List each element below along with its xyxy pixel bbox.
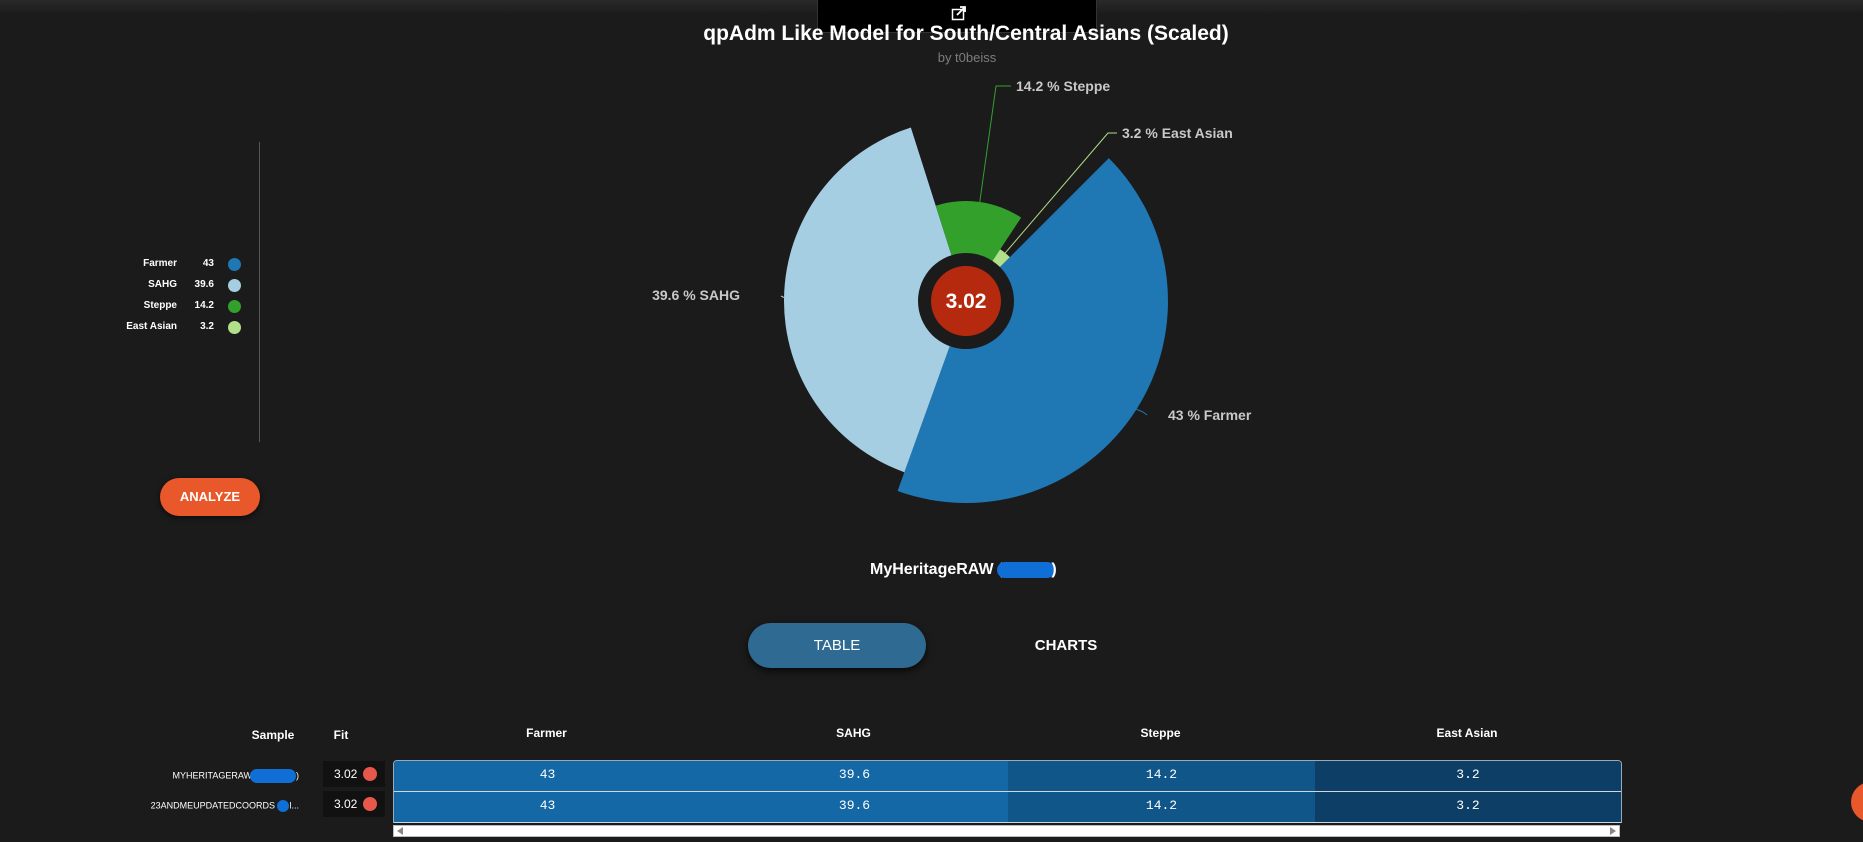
- legend-dot: [228, 279, 241, 292]
- tab-charts[interactable]: CHARTS: [1034, 637, 1098, 654]
- leader-line: [979, 85, 1011, 203]
- sample-name-suffix: ): [1051, 561, 1057, 578]
- data-label: 3.2 % East Asian: [1122, 125, 1233, 141]
- fit-indicator-dot: [363, 767, 377, 781]
- chart-subtitle: by t0beiss: [937, 50, 997, 65]
- legend-label: Steppe: [143, 300, 177, 311]
- data-label: 14.2 % Steppe: [1016, 78, 1110, 94]
- legend-dot: [228, 258, 241, 271]
- legend-value: 43: [202, 258, 214, 269]
- fit-cell: 3.02: [323, 791, 385, 817]
- leader-line: [1136, 408, 1148, 416]
- center-circle: [931, 266, 1001, 336]
- leader-line: [780, 295, 785, 299]
- legend-label: Farmer: [143, 258, 177, 269]
- redaction-scribble: [997, 561, 1056, 578]
- redaction-scribble: [277, 800, 290, 812]
- legend-divider: [259, 142, 260, 442]
- fit-value: 3.02: [334, 767, 358, 781]
- sample-name-prefix: MyHeritageRAW (: [870, 561, 1004, 578]
- header-steppe[interactable]: Steppe: [1140, 726, 1181, 740]
- data-label: 39.6 % SAHG: [652, 287, 740, 303]
- table-row-sample[interactable]: MYHERITAGERAW): [119, 769, 299, 783]
- sample-label-tail: ): [296, 770, 299, 781]
- legend-item-farmer[interactable]: Farmer 43: [100, 255, 250, 276]
- cell-east-asian: 3.2: [1315, 761, 1621, 791]
- sample-name: MyHeritageRAW (): [870, 561, 1057, 579]
- share-toolbar: [817, 0, 1097, 33]
- fit-indicator-dot: [363, 797, 377, 811]
- redaction-scribble: [250, 769, 296, 783]
- pie-slice-farmer[interactable]: [897, 158, 1168, 503]
- data-grid: 43 39.6 14.2 3.2 43 39.6 14.2 3.2: [393, 760, 1622, 823]
- legend-value: 39.6: [194, 279, 214, 290]
- header-fit: Fit: [333, 728, 349, 742]
- legend-value: 14.2: [194, 300, 214, 311]
- table-row-sample[interactable]: 23ANDMEUPDATEDCOORDS l...: [119, 800, 299, 812]
- header-east-asian[interactable]: East Asian: [1436, 726, 1498, 740]
- legend-label: East Asian: [126, 321, 177, 332]
- sample-label: 23ANDMEUPDATEDCOORDS: [150, 800, 275, 811]
- scroll-left-arrow-icon[interactable]: [397, 827, 403, 835]
- cell-steppe: 14.2: [1008, 792, 1315, 822]
- analyze-button[interactable]: ANALYZE: [160, 478, 260, 516]
- cell-sahg: 39.6: [701, 761, 1008, 791]
- cell-farmer: 43: [394, 792, 701, 822]
- data-label: 43 % Farmer: [1168, 407, 1252, 423]
- pie-slice-steppe[interactable]: [935, 200, 1022, 301]
- header-farmer[interactable]: Farmer: [526, 726, 567, 740]
- header-sample: Sample: [251, 728, 295, 742]
- cell-sahg: 39.6: [701, 792, 1008, 822]
- pie-slice-sahg[interactable]: [784, 127, 966, 473]
- legend-item-east-asian[interactable]: East Asian 3.2: [100, 318, 250, 339]
- fit-cell: 3.02: [323, 761, 385, 787]
- leader-line: [1004, 132, 1117, 254]
- chart-title: qpAdm Like Model for South/Central Asian…: [703, 22, 1229, 45]
- scroll-right-arrow-icon[interactable]: [1610, 827, 1616, 835]
- fit-value: 3.02: [334, 797, 358, 811]
- sample-label: MYHERITAGERAW: [172, 770, 252, 781]
- legend-label: SAHG: [148, 279, 177, 290]
- table-row[interactable]: 43 39.6 14.2 3.2: [394, 761, 1621, 792]
- sample-label-tail: l...: [289, 800, 299, 811]
- legend-dot: [228, 321, 241, 334]
- center-value: 3.02: [946, 290, 987, 313]
- horizontal-scrollbar[interactable]: [393, 825, 1620, 837]
- legend-item-steppe[interactable]: Steppe 14.2: [100, 297, 250, 318]
- cell-farmer: 43: [394, 761, 701, 791]
- pie-chart: 43 % Farmer 39.6 % SAHG 14.2 % Steppe 3.2 %…: [652, 78, 1252, 503]
- tab-table[interactable]: TABLE: [748, 623, 926, 668]
- share-icon[interactable]: [951, 5, 967, 21]
- table-row[interactable]: 43 39.6 14.2 3.2: [394, 792, 1621, 823]
- floating-action-button[interactable]: [1851, 782, 1863, 822]
- legend-dot: [228, 300, 241, 313]
- cell-steppe: 14.2: [1008, 761, 1315, 791]
- cell-east-asian: 3.2: [1315, 792, 1621, 822]
- legend-value: 3.2: [200, 321, 214, 332]
- header-sahg[interactable]: SAHG: [836, 726, 871, 740]
- legend: Farmer 43 SAHG 39.6 Steppe 14.2 East Asi…: [100, 255, 250, 339]
- legend-item-sahg[interactable]: SAHG 39.6: [100, 276, 250, 297]
